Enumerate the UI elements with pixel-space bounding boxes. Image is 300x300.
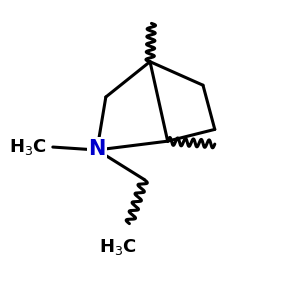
Text: H$_3$C: H$_3$C xyxy=(9,137,47,157)
Text: H$_3$C: H$_3$C xyxy=(99,237,136,257)
Text: N: N xyxy=(88,139,106,158)
